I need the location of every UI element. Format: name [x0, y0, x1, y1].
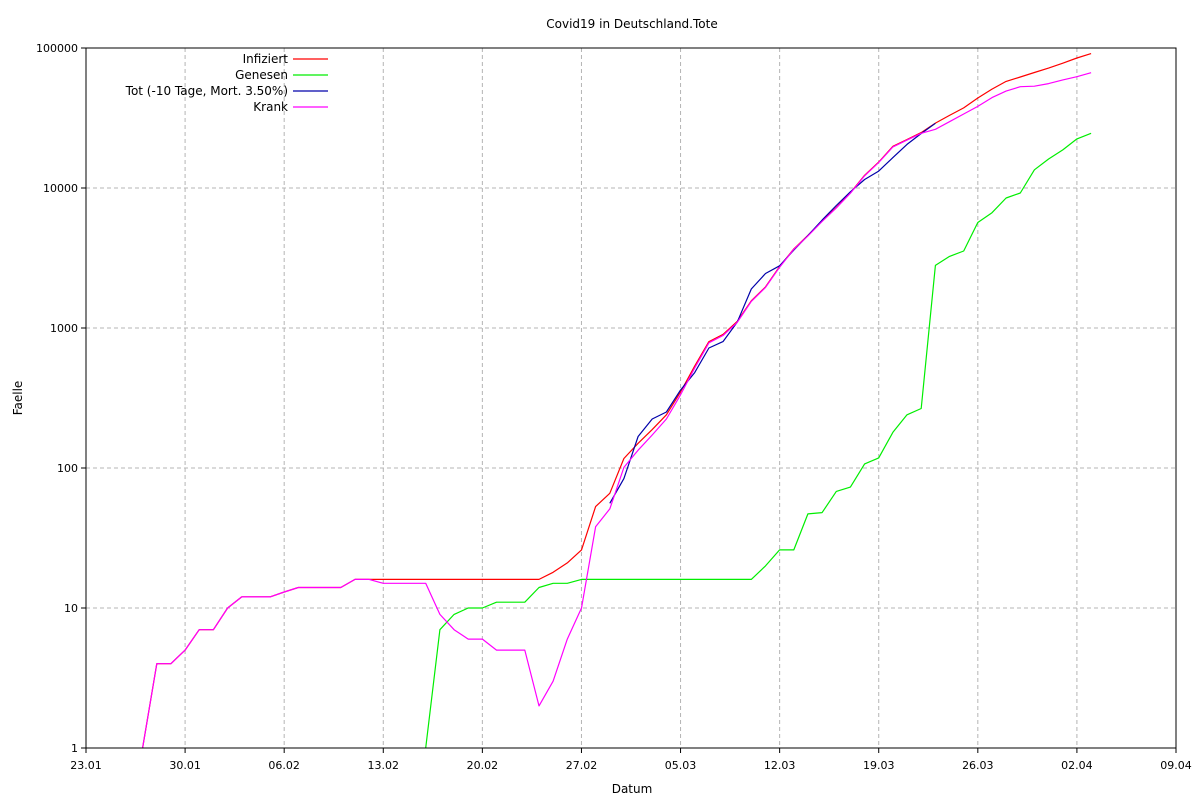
grid	[86, 48, 1176, 748]
axes: 23.01 30.01 06.02 13.02 20.02 27.02 05.03 12.03…	[36, 42, 1192, 772]
x-tick-label: 27.02	[566, 759, 598, 772]
y-tick-label: 1	[71, 742, 78, 755]
legend-label-genesen: Genesen	[235, 68, 288, 82]
chart-title: Covid19 in Deutschland.Tote	[546, 17, 717, 31]
y-tick-label: 10	[64, 602, 78, 615]
x-tick-label: 20.02	[467, 759, 499, 772]
x-axis-title: Datum	[612, 782, 653, 796]
series-line-tot	[609, 122, 936, 504]
x-tick-label: 13.02	[368, 759, 400, 772]
y-axis-title: Faelle	[11, 381, 25, 416]
x-tick-label: 06.02	[268, 759, 300, 772]
legend-label-infiziert: Infiziert	[243, 52, 289, 66]
legend-label-krank: Krank	[253, 100, 288, 114]
x-tick-label: 02.04	[1061, 759, 1093, 772]
y-tick-label: 100000	[36, 42, 78, 55]
x-tick-label: 05.03	[665, 759, 697, 772]
y-tick-label: 100	[57, 462, 78, 475]
series-line-krank	[142, 72, 1092, 748]
x-tick-label: 23.01	[70, 759, 102, 772]
series-layer	[142, 53, 1092, 748]
x-tick-label: 26.03	[962, 759, 994, 772]
plot-frame	[85, 47, 1177, 749]
y-tick-label: 10000	[43, 182, 78, 195]
x-tick-label: 09.04	[1160, 759, 1192, 772]
series-line-genesen	[425, 132, 1092, 748]
legend: Infiziert Genesen Tot (-10 Tage, Mort. 3.5…	[125, 52, 328, 114]
y-tick-label: 1000	[50, 322, 78, 335]
x-tick-label: 12.03	[764, 759, 796, 772]
x-tick-label: 19.03	[863, 759, 895, 772]
x-tick-label: 30.01	[169, 759, 201, 772]
legend-label-tot: Tot (-10 Tage, Mort. 3.50%)	[125, 84, 288, 98]
